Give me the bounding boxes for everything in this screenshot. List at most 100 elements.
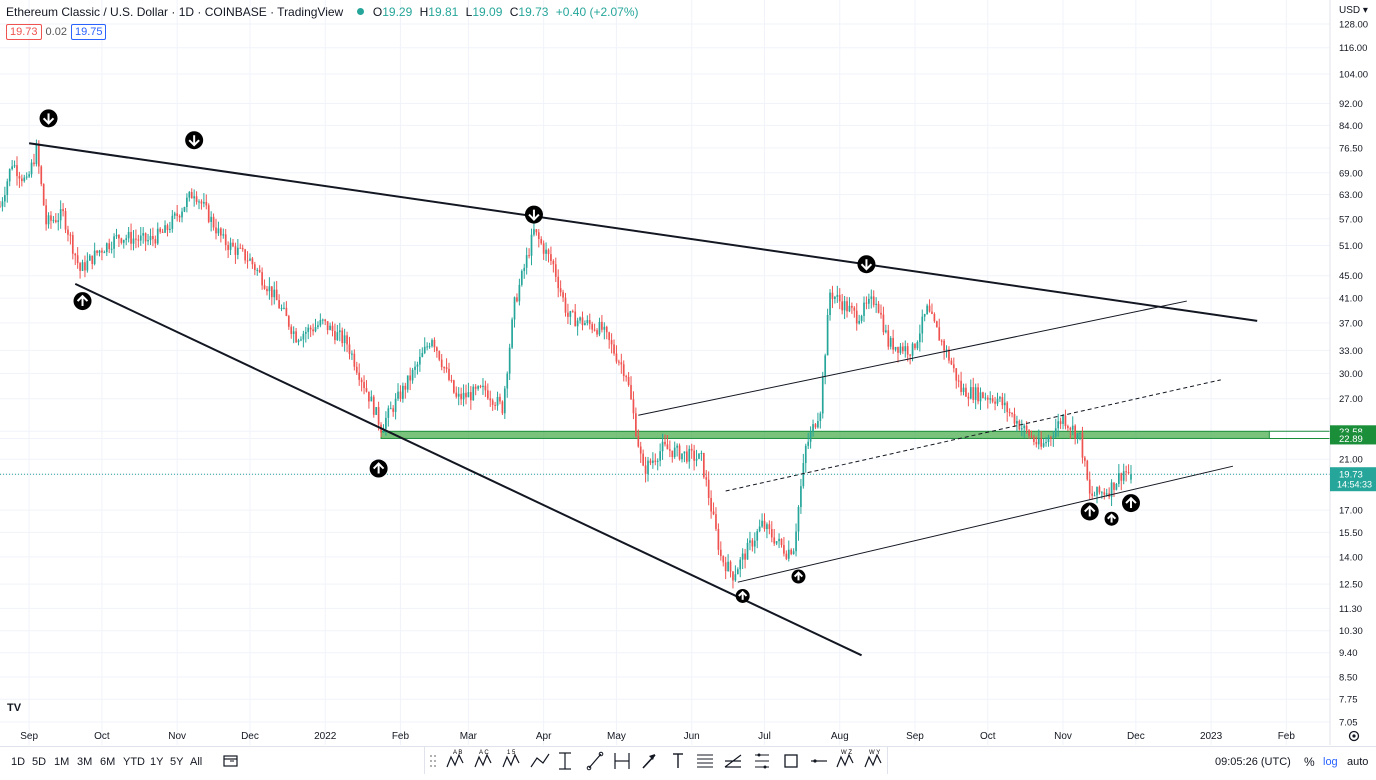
candle	[195, 191, 198, 205]
timeframe-all[interactable]: All	[190, 756, 203, 768]
candle-body	[727, 561, 729, 572]
candle-body	[426, 346, 429, 348]
candle-body	[819, 413, 822, 422]
candle	[166, 223, 169, 237]
timeframe-3m[interactable]: 3M	[77, 756, 93, 768]
timeframe-5y[interactable]: 5Y	[170, 756, 184, 768]
trendline	[638, 300, 1187, 416]
candle	[477, 385, 479, 391]
fib-retracement-icon[interactable]	[697, 754, 713, 768]
candle	[601, 315, 603, 333]
candle-body	[135, 238, 137, 240]
candle	[353, 349, 356, 371]
candle	[768, 520, 771, 535]
candle-body	[831, 292, 834, 299]
candle-body	[1120, 473, 1123, 481]
grip-icon[interactable]	[430, 755, 436, 767]
timeframe-1y[interactable]: 1Y	[150, 756, 164, 768]
candle-body	[302, 333, 305, 340]
wx-pattern-icon[interactable]: W Y	[864, 750, 882, 768]
symbol-title[interactable]: Ethereum Classic / U.S. Dollar · 1D · CO…	[6, 5, 344, 19]
candle-body	[676, 445, 678, 448]
candle-body	[88, 255, 91, 261]
candle	[236, 239, 239, 260]
candle	[91, 255, 94, 270]
wxy-pattern-icon[interactable]: W Z	[836, 750, 854, 768]
elliott-wave-icon[interactable]: 1 5	[502, 750, 520, 768]
candle	[1040, 431, 1043, 450]
long-position-icon[interactable]	[559, 752, 571, 770]
date-range-icon[interactable]	[223, 754, 239, 768]
buy-price-button[interactable]: 19.75	[70, 24, 107, 40]
candle	[278, 294, 280, 309]
candle	[169, 221, 171, 233]
candle-body	[355, 366, 358, 373]
candle	[149, 228, 152, 245]
timeframe-6m[interactable]: 6M	[100, 756, 116, 768]
candle-body	[719, 549, 722, 557]
candle-body	[142, 233, 145, 236]
timeframe-5d[interactable]: 5D	[32, 756, 47, 768]
candle	[1001, 392, 1004, 410]
pitchfork-icon[interactable]	[724, 754, 742, 768]
candle-body	[732, 571, 734, 581]
candle-body	[54, 220, 57, 223]
candle-body	[76, 255, 79, 264]
candle	[360, 377, 363, 392]
rectangle-tool-icon[interactable]	[784, 754, 798, 768]
candle-body	[467, 392, 470, 398]
candle	[482, 378, 484, 395]
candle	[618, 359, 620, 366]
range-measure-icon[interactable]	[755, 753, 769, 769]
candle	[695, 449, 698, 467]
candle	[778, 533, 780, 549]
trend-line-icon[interactable]	[586, 751, 604, 771]
candle-body	[8, 169, 11, 182]
candle-body	[253, 264, 256, 271]
candle-body	[399, 391, 402, 399]
arrow-tool-icon[interactable]	[642, 754, 656, 769]
candle-body	[130, 232, 132, 244]
candle-body	[239, 247, 242, 249]
tradingview-logo[interactable]: TV	[7, 702, 22, 714]
candle-body	[702, 452, 705, 478]
candle-body	[904, 346, 907, 352]
date-range-measure-icon[interactable]	[614, 753, 630, 769]
candle	[1037, 429, 1040, 450]
candle-body	[1118, 473, 1120, 484]
candle-body	[729, 561, 732, 572]
xabcd-pattern-icon[interactable]: A B	[446, 750, 464, 768]
percent-scale-toggle[interactable]: %	[1304, 755, 1315, 769]
text-tool-icon[interactable]	[673, 753, 683, 768]
candle	[1064, 409, 1067, 430]
abcd-pattern-icon[interactable]: A C	[474, 750, 492, 768]
candle-body	[596, 330, 598, 335]
trendlines	[28, 142, 1258, 657]
trend-angle-icon[interactable]	[530, 753, 550, 768]
horizontal-line-icon[interactable]	[811, 759, 827, 763]
y-tick-label: 116.00	[1339, 43, 1367, 54]
auto-scale-toggle[interactable]: auto	[1347, 756, 1369, 768]
candle-body	[457, 393, 460, 397]
candle-body	[1033, 437, 1035, 442]
candle	[756, 528, 759, 549]
arrow-down-icon	[857, 255, 876, 274]
utc-clock[interactable]: 09:05:26 (UTC)	[1215, 756, 1291, 768]
candle-body	[952, 364, 955, 369]
candle	[525, 247, 528, 275]
timeframe-1m[interactable]: 1M	[54, 756, 70, 768]
candle	[1006, 401, 1009, 422]
log-scale-toggle[interactable]: log	[1323, 756, 1338, 768]
candle	[256, 267, 259, 276]
candle-body	[914, 343, 916, 349]
candle	[438, 350, 441, 362]
candle-body	[62, 209, 64, 212]
candle-body	[969, 387, 972, 399]
timeframe-1d[interactable]: 1D	[11, 756, 26, 768]
timeframe-ytd[interactable]: YTD	[123, 756, 145, 768]
candle	[1016, 415, 1018, 432]
candle	[620, 353, 623, 374]
sell-price-button[interactable]: 19.73	[6, 24, 42, 40]
candle	[246, 251, 249, 269]
